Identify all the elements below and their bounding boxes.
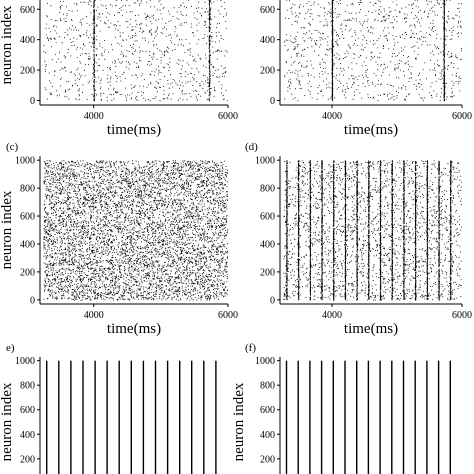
y-tick-label: 400 — [260, 430, 275, 441]
panel-e: 200 400 600 800 1000 neuron index e) — [0, 342, 217, 474]
y-axis-title: neuron index — [0, 5, 15, 84]
sync-burst-e-14 — [203, 360, 205, 474]
y-tick-label: 600 — [260, 5, 275, 16]
y-tick-label: 600 — [260, 405, 275, 416]
panel-c: 0 200 400 600 800 1000 4000 6000 time(ms) neuron … — [0, 141, 238, 337]
sync-burst-f-12 — [414, 360, 416, 474]
sync-burst-e-6 — [106, 360, 108, 474]
panel-letter: e) — [6, 342, 15, 354]
y-tick-label: 400 — [260, 239, 275, 250]
y-tick-label: 800 — [260, 184, 275, 195]
panel-b: 0 200 400 600 4000 6000 time(ms) — [260, 0, 472, 138]
sync-burst-e-4 — [82, 360, 84, 474]
y-tick-label: 1000 — [15, 356, 35, 367]
x-axis-title: time(ms) — [107, 321, 161, 337]
x-axis-title: time(ms) — [344, 321, 398, 337]
y-tick-label: 200 — [260, 267, 275, 278]
sync-burst-f-8 — [367, 360, 370, 474]
sync-burst-e-3 — [70, 360, 72, 474]
y-tick-label: 0 — [270, 96, 275, 107]
y-tick-label: 600 — [20, 212, 35, 223]
y-tick-label: 400 — [20, 35, 35, 46]
x-tick-label: 4000 — [84, 111, 104, 122]
y-tick-label: 600 — [20, 405, 35, 416]
y-tick-label: 800 — [260, 381, 275, 392]
sync-burst-f-9 — [379, 360, 381, 474]
panel-letter: (d) — [245, 141, 258, 153]
y-axis-title: neuron index — [0, 382, 15, 461]
sync-burst-e-13 — [191, 360, 193, 474]
x-axis-title: time(ms) — [344, 122, 398, 138]
x-tick-label: 6000 — [218, 310, 238, 321]
sync-burst-e-8 — [130, 360, 132, 474]
sync-burst-f-14 — [437, 360, 440, 474]
sync-burst-f-3 — [309, 360, 311, 474]
y-tick-label: 200 — [20, 267, 35, 278]
y-tick-label: 800 — [20, 381, 35, 392]
x-tick-label: 6000 — [452, 111, 472, 122]
sync-burst-f-6 — [344, 360, 346, 474]
y-tick-label: 400 — [20, 430, 35, 441]
y-tick-label: 0 — [30, 295, 35, 306]
y-tick-label: 1000 — [255, 156, 275, 167]
sync-burst-e-11 — [166, 360, 169, 474]
sync-burst-e-10 — [154, 360, 157, 474]
panel-letter: (c) — [6, 141, 19, 153]
sync-burst-f-2 — [297, 360, 299, 474]
y-tick-label: 0 — [30, 96, 35, 107]
y-tick-label: 200 — [260, 454, 275, 465]
y-tick-label: 800 — [20, 184, 35, 195]
panel-a: 0 200 400 600 4000 6000 time(ms) neuron index — [0, 0, 238, 138]
y-tick-label: 600 — [20, 5, 35, 16]
sync-burst-e-1 — [46, 360, 48, 474]
sync-burst-e-12 — [179, 360, 181, 474]
x-tick-label: 4000 — [84, 310, 104, 321]
x-axis-title: time(ms) — [107, 122, 161, 138]
x-tick-label: 6000 — [218, 111, 238, 122]
y-tick-label: 600 — [260, 212, 275, 223]
sync-burst-e-15 — [215, 360, 217, 474]
y-tick-label: 1000 — [255, 356, 275, 367]
sync-burst-f-1 — [285, 360, 288, 474]
sync-burst-f-15 — [449, 360, 451, 474]
y-tick-label: 200 — [20, 66, 35, 77]
sync-burst-f-10 — [391, 360, 393, 474]
y-axis-title: neuron index — [0, 190, 15, 269]
y-tick-label: 1000 — [15, 156, 35, 167]
y-tick-label: 0 — [270, 295, 275, 306]
sync-burst-e-7 — [118, 360, 120, 474]
y-tick-label: 200 — [260, 66, 275, 77]
x-tick-label: 4000 — [322, 111, 342, 122]
y-tick-label: 400 — [20, 239, 35, 250]
sync-burst-f-11 — [402, 360, 405, 474]
panel-letter: (f) — [245, 342, 256, 354]
sync-burst-e-9 — [142, 360, 145, 474]
spike-raster-d — [283, 160, 462, 301]
panel-f: 200 400 600 800 1000 neuron index (f) — [231, 342, 451, 474]
sync-burst-e-2 — [58, 360, 60, 474]
spike-raster-a — [43, 0, 228, 102]
spike-raster-b — [284, 0, 462, 102]
sync-burst-f-7 — [356, 360, 358, 474]
sync-burst-f-4 — [320, 360, 323, 474]
x-tick-label: 6000 — [452, 310, 472, 321]
sync-burst-f-5 — [332, 360, 334, 474]
x-tick-label: 4000 — [322, 310, 342, 321]
y-axis-title: neuron index — [231, 382, 247, 461]
panel-d: 0 200 400 600 800 1000 4000 6000 time(ms) (d) — [245, 141, 472, 337]
sync-burst-e-5 — [94, 360, 96, 474]
sync-burst-f-13 — [426, 360, 428, 474]
y-tick-label: 400 — [260, 35, 275, 46]
spike-raster-c — [43, 160, 228, 301]
y-tick-label: 200 — [20, 454, 35, 465]
